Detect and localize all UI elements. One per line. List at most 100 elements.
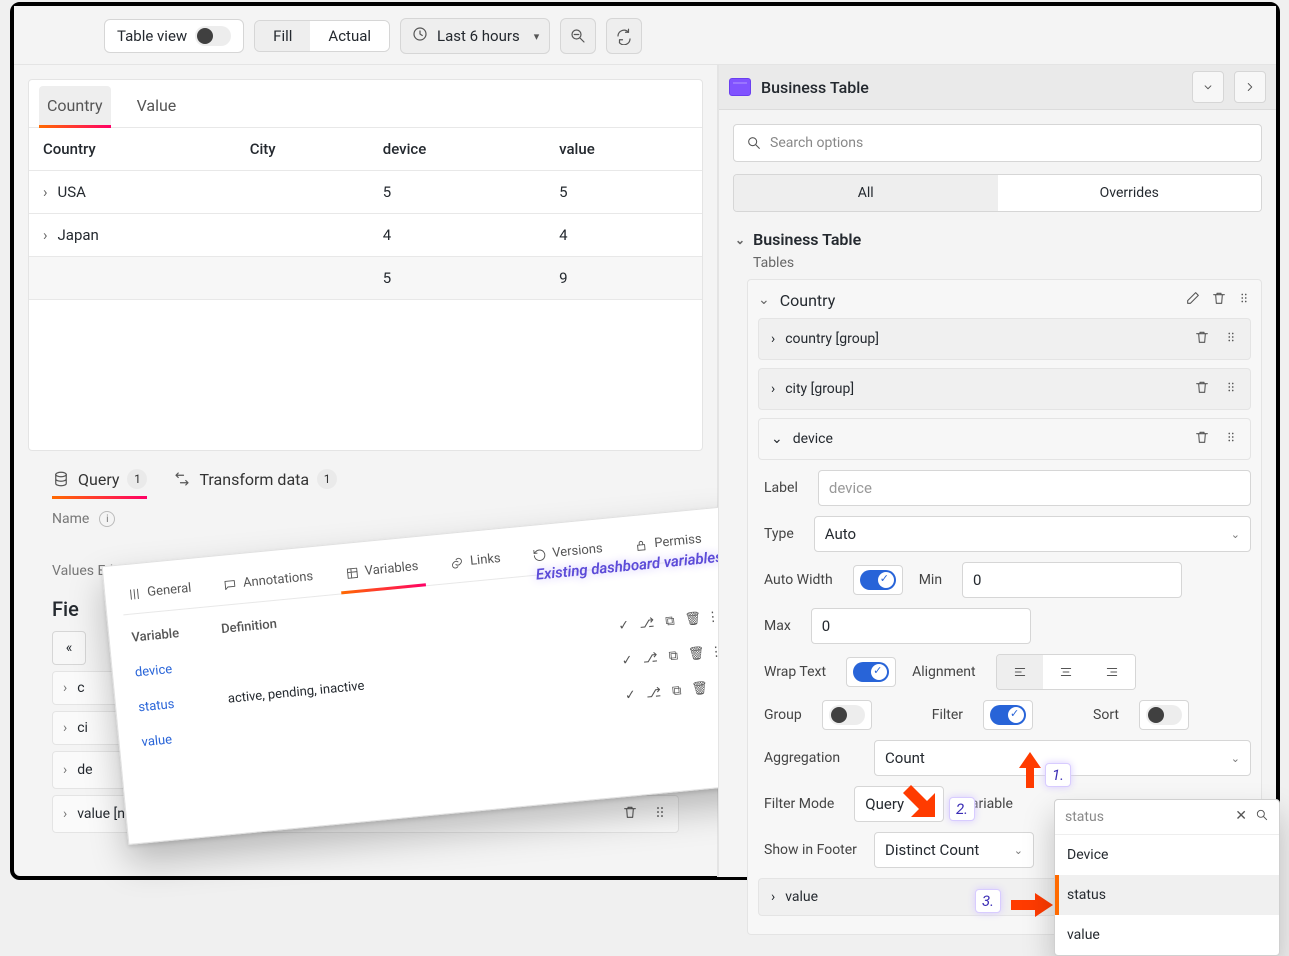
branch-icon[interactable]: ⎇ bbox=[640, 650, 661, 667]
copy-icon[interactable]: ⧉ bbox=[666, 683, 687, 700]
label-input[interactable]: device bbox=[818, 470, 1251, 506]
dropdown-option-status[interactable]: status bbox=[1055, 875, 1279, 915]
cell-country[interactable]: USA bbox=[29, 171, 236, 214]
fill-actual-segment[interactable]: Fill Actual bbox=[254, 20, 390, 52]
grip-icon[interactable] bbox=[1224, 429, 1238, 449]
wrap-toggle[interactable] bbox=[846, 657, 896, 687]
tab-country[interactable]: Country bbox=[39, 86, 111, 127]
cfg-sort: Sort bbox=[1093, 701, 1129, 729]
tab-query-label: Query bbox=[78, 470, 119, 489]
cfg-alignment: Alignment bbox=[912, 658, 986, 686]
grip-icon[interactable] bbox=[1224, 329, 1238, 349]
auto-width-toggle[interactable] bbox=[853, 565, 903, 595]
panel-type-icon bbox=[729, 78, 751, 96]
th-city[interactable]: City bbox=[236, 128, 369, 171]
tab-value[interactable]: Value bbox=[129, 86, 185, 127]
copy-icon[interactable]: ⧉ bbox=[663, 648, 684, 665]
field-label: ci bbox=[77, 720, 88, 736]
filter-toggle[interactable] bbox=[983, 700, 1033, 730]
trash-icon[interactable]: 🗑 bbox=[689, 681, 710, 698]
check-icon: ✓ bbox=[620, 687, 641, 704]
cell-device: 4 bbox=[369, 214, 545, 257]
arrow-1 bbox=[1017, 750, 1043, 794]
trash-icon[interactable] bbox=[622, 804, 638, 824]
edit-icon[interactable] bbox=[1185, 290, 1201, 310]
sort-toggle[interactable] bbox=[1139, 700, 1189, 730]
dropdown-option-value[interactable]: value bbox=[1055, 915, 1279, 955]
branch-icon[interactable]: ⎇ bbox=[636, 615, 657, 632]
cell-device: 5 bbox=[369, 171, 545, 214]
cfg-max: Max bbox=[764, 612, 801, 640]
section-business-table[interactable]: ⌄ Business Table bbox=[735, 230, 1262, 249]
grip-icon[interactable] bbox=[652, 804, 668, 824]
table-view-label: Table view bbox=[117, 27, 187, 45]
grip-icon[interactable] bbox=[1237, 290, 1251, 310]
show-footer-select[interactable]: Distinct Count⌄ bbox=[874, 832, 1034, 868]
field-label: de bbox=[77, 762, 92, 778]
seg-all[interactable]: All bbox=[734, 175, 998, 211]
th-country[interactable]: Country bbox=[29, 128, 236, 171]
transform-count-badge: 1 bbox=[317, 469, 337, 489]
query-count-badge: 1 bbox=[127, 469, 147, 489]
grip-icon[interactable] bbox=[1224, 379, 1238, 399]
trash-icon[interactable] bbox=[1194, 379, 1210, 399]
type-select[interactable]: Auto⌄ bbox=[814, 516, 1251, 552]
otab-general[interactable]: General bbox=[120, 570, 199, 614]
otab-variables[interactable]: Variables bbox=[337, 548, 426, 593]
min-input[interactable]: 0 bbox=[962, 562, 1182, 598]
search-icon[interactable] bbox=[1255, 808, 1269, 826]
trash-icon[interactable] bbox=[1194, 429, 1210, 449]
search-options[interactable]: Search options bbox=[733, 124, 1262, 162]
dropdown-typed[interactable]: status bbox=[1065, 809, 1104, 825]
chevron-down-icon: ▾ bbox=[534, 30, 540, 43]
trash-icon[interactable] bbox=[1211, 290, 1227, 310]
actual-option[interactable]: Actual bbox=[310, 21, 389, 51]
collapse-fields[interactable]: « bbox=[52, 631, 86, 665]
group-toggle[interactable] bbox=[822, 700, 872, 730]
copy-icon[interactable]: ⧉ bbox=[659, 613, 680, 630]
th-value[interactable]: value bbox=[545, 128, 702, 171]
table-view-toggle[interactable]: Table view bbox=[104, 19, 244, 53]
tab-query[interactable]: Query 1 bbox=[52, 469, 147, 497]
trash-icon[interactable] bbox=[1194, 329, 1210, 349]
table-view-switch[interactable] bbox=[195, 26, 231, 46]
all-overrides-segment[interactable]: All Overrides bbox=[733, 174, 1262, 212]
table-country-head[interactable]: ⌄ Country bbox=[758, 290, 1251, 310]
cfg-auto-width: Auto Width bbox=[764, 566, 843, 594]
callout-1: 1. bbox=[1045, 763, 1071, 787]
dropdown-option-device[interactable]: Device bbox=[1055, 835, 1279, 875]
otab-annotations[interactable]: Annotations bbox=[216, 559, 321, 606]
table-row[interactable]: Japan 4 4 bbox=[29, 214, 702, 257]
branch-icon[interactable]: ⎇ bbox=[643, 685, 664, 702]
time-range-picker[interactable]: Last 6 hours ▾ bbox=[400, 18, 550, 54]
align-center[interactable] bbox=[1043, 655, 1089, 689]
clear-icon[interactable]: ✕ bbox=[1235, 808, 1247, 826]
otab-links[interactable]: Links bbox=[443, 540, 509, 583]
cfg-wrap: Wrap Text bbox=[764, 658, 836, 686]
name-stub: Name bbox=[52, 511, 89, 527]
trash-icon[interactable]: 🗑 bbox=[683, 611, 704, 628]
cfg-group: Group bbox=[764, 701, 812, 729]
fill-option[interactable]: Fill bbox=[255, 21, 310, 51]
seg-overrides[interactable]: Overrides bbox=[998, 175, 1262, 211]
align-left[interactable] bbox=[997, 655, 1043, 689]
panel-type-chevron[interactable] bbox=[1192, 71, 1224, 103]
tab-transform[interactable]: Transform data 1 bbox=[173, 469, 337, 497]
cell-country[interactable]: Japan bbox=[29, 214, 236, 257]
th-device[interactable]: device bbox=[369, 128, 545, 171]
trash-icon[interactable]: 🗑 bbox=[686, 646, 707, 663]
cfg-aggregation: Aggregation bbox=[764, 744, 864, 772]
zoom-out-button[interactable] bbox=[560, 18, 596, 54]
align-right[interactable] bbox=[1089, 655, 1135, 689]
table-row[interactable]: USA 5 5 bbox=[29, 171, 702, 214]
refresh-button[interactable] bbox=[606, 18, 642, 54]
col-device-head[interactable]: ⌄device bbox=[758, 418, 1251, 460]
var-name[interactable]: value bbox=[134, 717, 227, 760]
variable-dropdown[interactable]: status ✕ Device status value bbox=[1054, 799, 1280, 956]
callout-2: 2. bbox=[949, 797, 975, 821]
alignment-segment[interactable] bbox=[996, 654, 1136, 690]
col-city-group[interactable]: ›city [group] bbox=[758, 368, 1251, 410]
panel-next[interactable] bbox=[1234, 71, 1266, 103]
max-input[interactable]: 0 bbox=[811, 608, 1031, 644]
col-country-group[interactable]: ›country [group] bbox=[758, 318, 1251, 360]
